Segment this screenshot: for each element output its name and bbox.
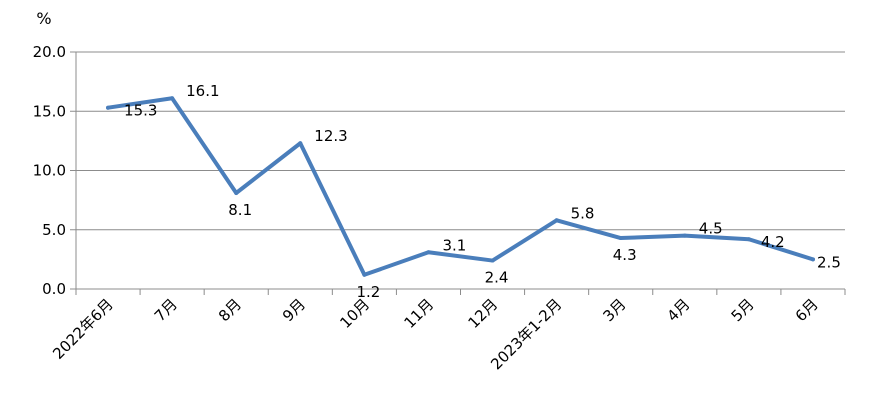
- series-line: [106, 96, 815, 277]
- series-polyline: [106, 96, 815, 277]
- x-tick-label: 12月: [465, 295, 502, 332]
- y-tick-label: 5.0: [42, 221, 66, 239]
- x-tick-label: 8月: [215, 295, 245, 325]
- x-tick-label: 4月: [664, 295, 694, 325]
- data-label: 1.2: [356, 283, 380, 301]
- y-tick-label: 20.0: [33, 43, 66, 61]
- data-point: [106, 105, 111, 110]
- data-point: [810, 257, 815, 262]
- data-label: 3.1: [442, 236, 466, 254]
- data-point: [426, 250, 431, 255]
- data-point: [362, 272, 367, 277]
- data-label: 4.5: [699, 220, 723, 238]
- y-tick-label: 10.0: [33, 162, 66, 180]
- data-point: [170, 96, 175, 101]
- data-point: [554, 218, 559, 223]
- x-tick-label: 2022年6月: [49, 295, 117, 363]
- data-label: 2.4: [485, 269, 509, 287]
- x-tick-label: 11月: [400, 295, 437, 332]
- gridlines: [76, 51, 845, 231]
- x-tick-label: 5月: [728, 295, 758, 325]
- y-tick-label: 15.0: [33, 102, 66, 120]
- data-labels: 15.3 16.1 8.1 12.3 1.2 3.1 2.4 5.8 4.3 4.5 4.2 2.5: [124, 82, 841, 301]
- data-label: 2.5: [817, 253, 841, 271]
- data-point: [746, 237, 751, 242]
- x-tick-label: 6月: [792, 295, 822, 325]
- data-label: 12.3: [314, 127, 347, 145]
- y-unit-label: %: [36, 9, 51, 28]
- x-tick-label: 7月: [151, 295, 181, 325]
- axes: [70, 51, 846, 295]
- data-label: 4.3: [613, 246, 637, 264]
- data-label: 15.3: [124, 102, 157, 120]
- data-label: 4.2: [761, 233, 785, 251]
- data-point: [298, 141, 303, 146]
- data-label: 16.1: [186, 82, 219, 100]
- data-label: 8.1: [228, 201, 252, 219]
- data-point: [618, 236, 623, 241]
- data-point: [682, 233, 687, 238]
- data-point: [490, 258, 495, 263]
- y-tick-label: 0.0: [42, 280, 66, 298]
- data-point: [234, 191, 239, 196]
- data-label: 5.8: [571, 204, 595, 222]
- y-axis-ticks: 0.0 5.0 10.0 15.0 20.0: [33, 43, 66, 298]
- x-tick-label: 3月: [599, 295, 629, 325]
- x-tick-label: 9月: [279, 295, 309, 325]
